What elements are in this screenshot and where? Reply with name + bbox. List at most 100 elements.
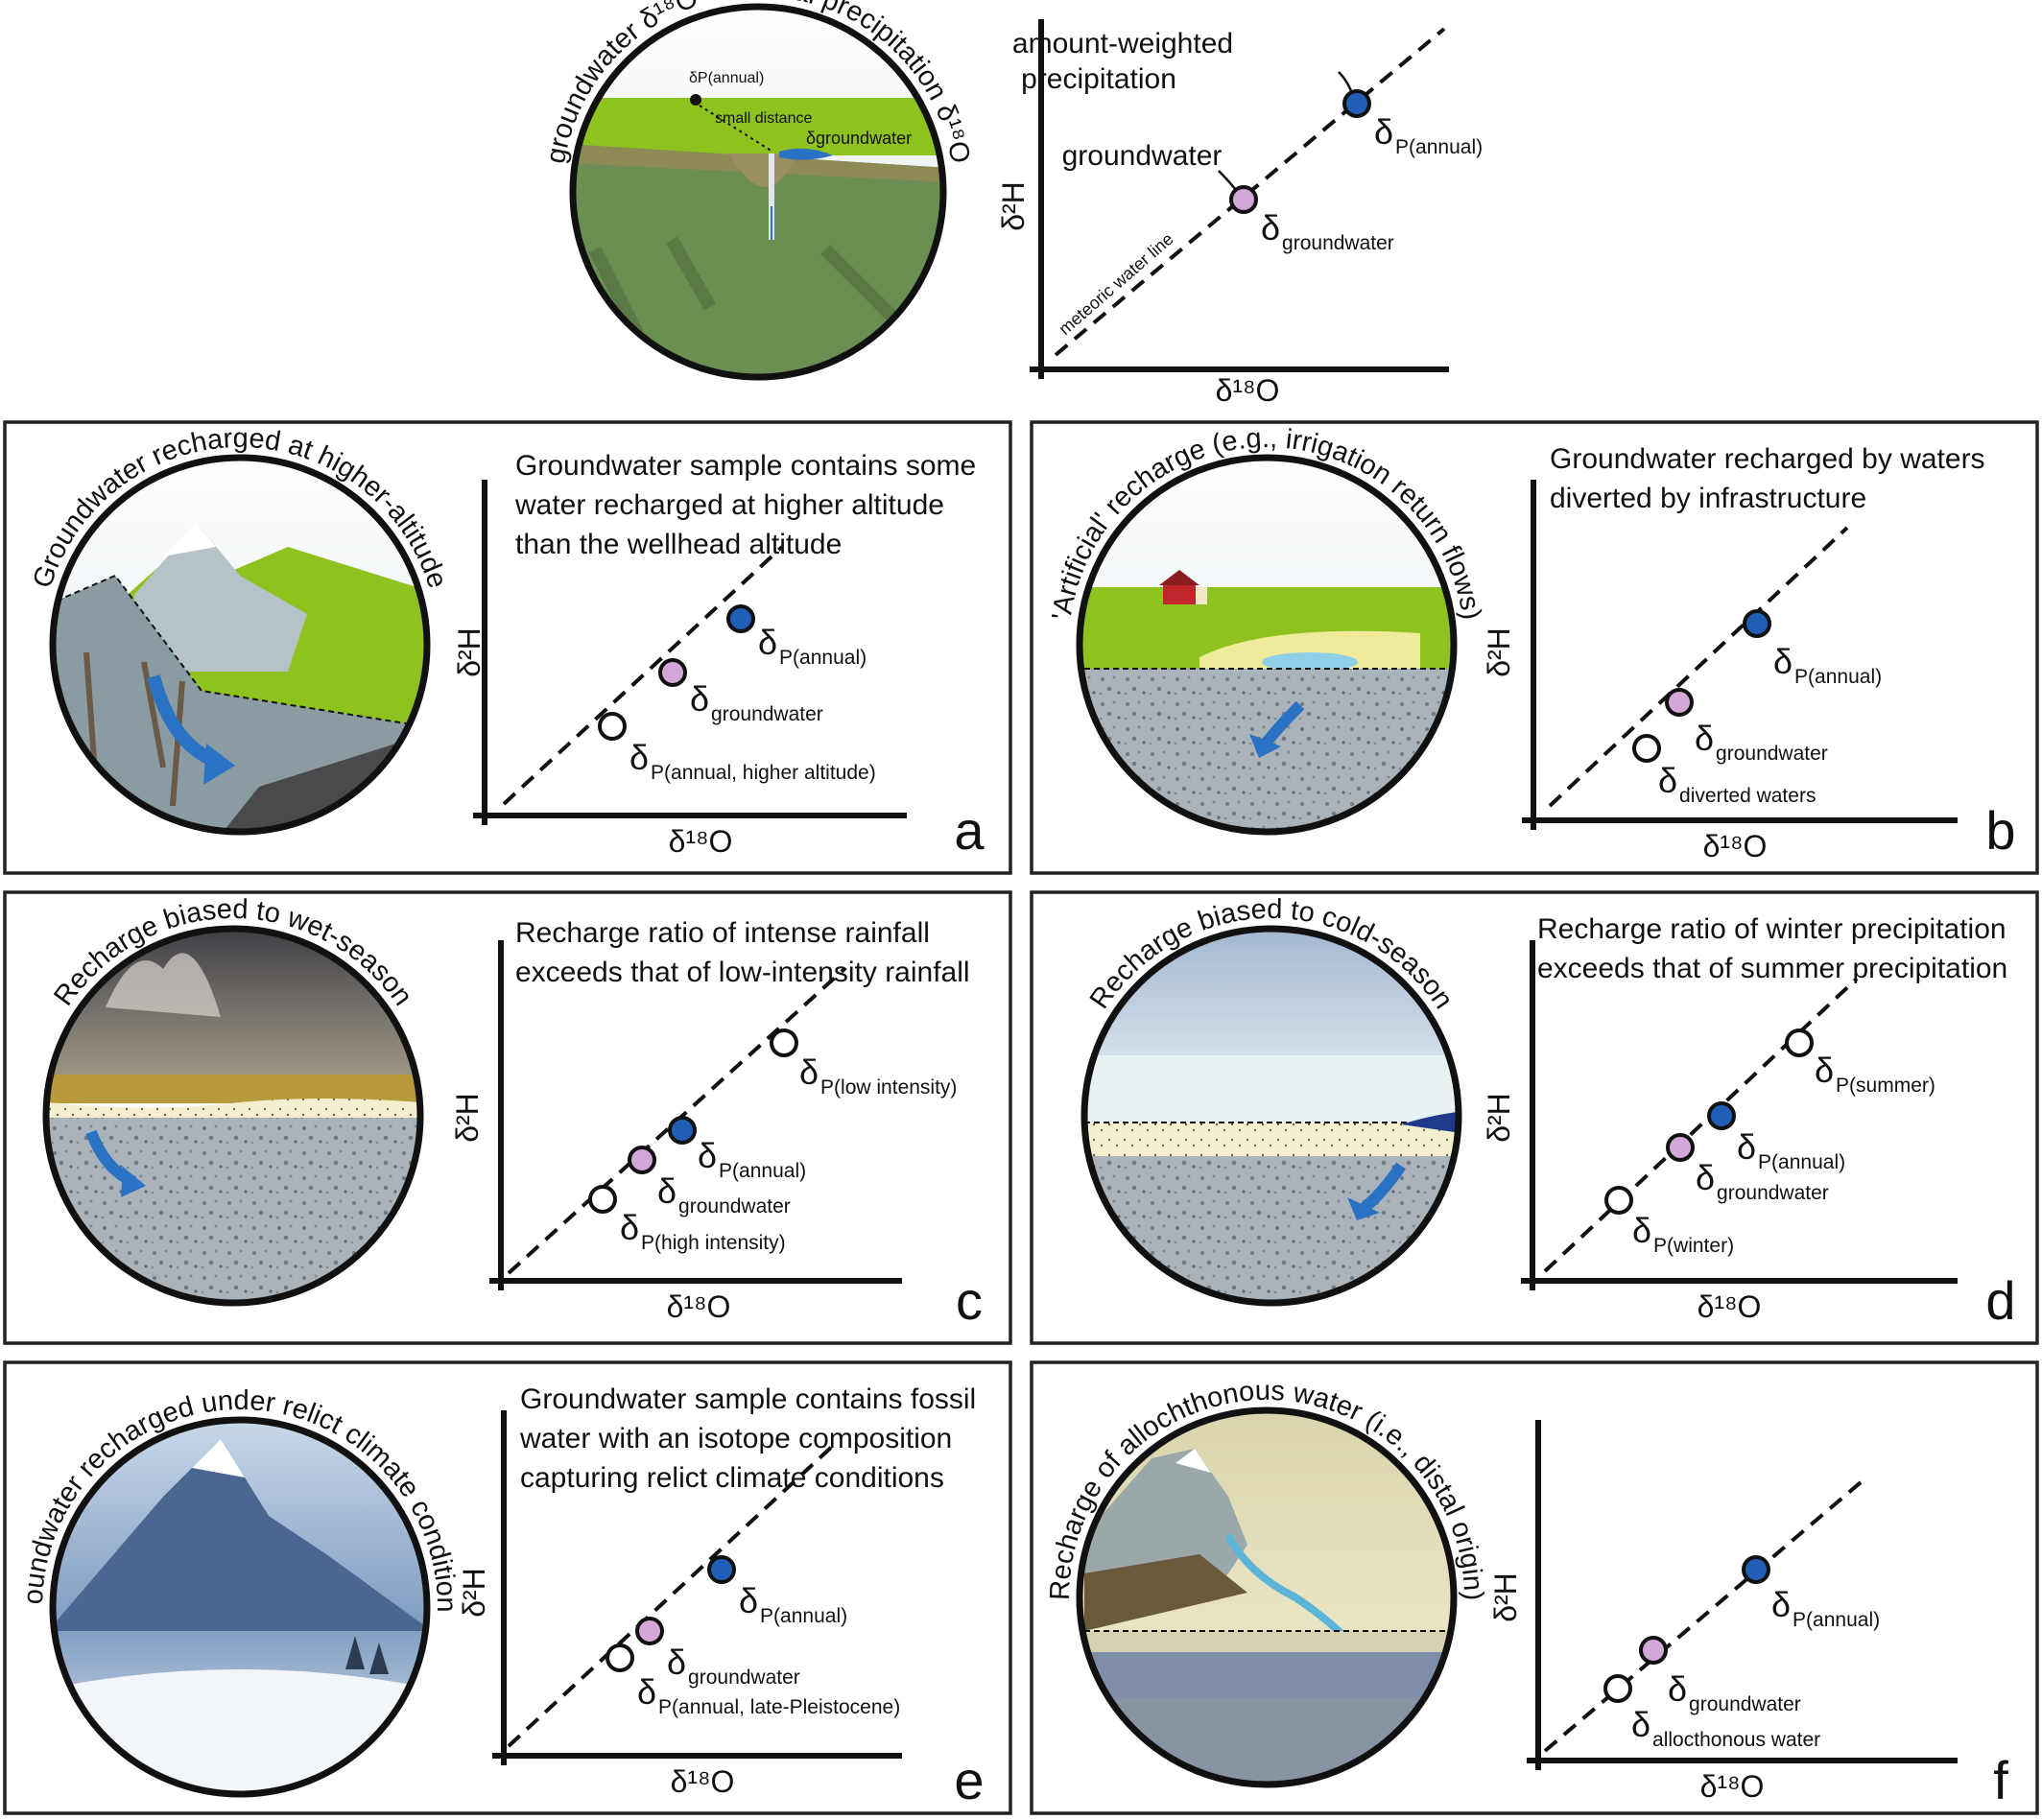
plot-b-desc-line: Groundwater recharged by waters: [1550, 443, 1985, 475]
plot-e-point-label: δgroundwater: [667, 1643, 800, 1689]
plot-c-point-label: δgroundwater: [657, 1171, 791, 1217]
plot-a-desc-line: water recharged at higher altitude: [514, 489, 944, 521]
plot-b-point: [1632, 734, 1661, 763]
plot-a-desc-line: than the wellhead altitude: [515, 529, 842, 560]
plot-c-xlabel: δ¹⁸O: [667, 1289, 731, 1324]
plot-c-desc-line: exceeds that of low-intensity rainfall: [515, 957, 970, 988]
plot-e-xlabel: δ¹⁸O: [671, 1764, 735, 1799]
plot-d-point: [1785, 1028, 1814, 1057]
top-panel: δP(annual) small distance δgroundwater g…: [540, 0, 1355, 381]
plot-b-meteoric-water-line: [1548, 526, 1849, 808]
plot-b-xlabel: δ¹⁸O: [1703, 829, 1768, 863]
plot-d-xlabel: δ¹⁸O: [1698, 1289, 1762, 1324]
plot-b-point-label: δgroundwater: [1695, 719, 1828, 765]
top-mwl-label: meteoric water line: [1056, 229, 1177, 339]
plot-top-point-label: δgroundwater: [1261, 208, 1394, 254]
plot-c: δ²H δ¹⁸O Recharge ratio of intense rainfal…: [450, 917, 983, 1331]
plot-c-ylabel: δ²H: [450, 1093, 485, 1143]
plot-e-ylabel: δ²H: [457, 1568, 491, 1618]
plot-top-xlabel: δ¹⁸O: [1216, 373, 1280, 408]
plot-d-point: [1666, 1133, 1695, 1162]
plot-e-point: [605, 1643, 634, 1672]
plot-f: δ²H δ¹⁸O f δP(annual) δgroundwaterδallocthon…: [1488, 1420, 2008, 1810]
panel-e-circle-border: [49, 1416, 431, 1798]
plot-top: δ²H δ¹⁸O δP(annual) δgroundwater: [996, 19, 1483, 408]
plot-b-desc-line: diverted by infrastructure: [1550, 483, 1866, 514]
plot-f-point: [1742, 1555, 1770, 1584]
plot-c-point: [668, 1116, 697, 1145]
plot-a-point-label: δP(annual, higher altitude): [629, 738, 876, 784]
panel-b-letter: b: [1985, 800, 2015, 861]
plot-d-point-label: δP(annual): [1737, 1127, 1845, 1173]
plot-f-point-label: δgroundwater: [1668, 1669, 1801, 1715]
panel-d-circle-border: [1080, 925, 1462, 1307]
panel-c-circle-border: [42, 925, 424, 1307]
plot-d-point-label: δP(summer): [1815, 1051, 1935, 1097]
plot-b-point-label: δP(annual): [1773, 642, 1882, 688]
panel-f-letter: f: [1993, 1750, 2008, 1810]
plot-a-point: [598, 712, 627, 741]
panel-a-circle-border: [49, 454, 431, 836]
plot-d: δ²H δ¹⁸O Recharge ratio of winter precipit…: [1482, 913, 2016, 1331]
plot-a-xlabel: δ¹⁸O: [669, 824, 733, 859]
top-illustration: [573, 7, 943, 377]
plot-e-point-label: δP(annual): [739, 1581, 847, 1627]
plot-e-point-label: δP(annual, late-Pleistocene): [637, 1672, 900, 1718]
plot-a-desc-line: Groundwater sample contains some: [515, 450, 976, 482]
plot-a-point-label: δP(annual): [758, 623, 867, 669]
panel-a-illustration: [53, 458, 427, 832]
top-inset-small-distance: small distance: [715, 110, 812, 127]
plot-a: δ²H δ¹⁸O Groundwater sample contains some w…: [452, 450, 985, 861]
panel-f-circle-border: [1076, 1406, 1458, 1788]
plot-b-point: [1743, 609, 1771, 638]
plot-d-point-label: δgroundwater: [1696, 1158, 1829, 1204]
top-inset-gw-label: δgroundwater: [806, 129, 912, 148]
plot-c-point-label: δP(high intensity): [620, 1208, 786, 1254]
top-inset-p-label: δP(annual): [689, 70, 764, 86]
plot-a-meteoric-water-line: [502, 545, 784, 806]
top-callout-precip-line2: precipitation: [1021, 63, 1176, 95]
panel-e-letter: e: [954, 1750, 984, 1810]
plot-e-desc-line: capturing relict climate conditions: [520, 1462, 944, 1494]
plot-f-ylabel: δ²H: [1488, 1572, 1523, 1622]
plot-a-point-label: δgroundwater: [690, 679, 823, 725]
plot-f-xlabel: δ¹⁸O: [1700, 1769, 1765, 1804]
top-callout-gw: groundwater: [1062, 140, 1223, 172]
plot-top-point-label: δP(annual): [1374, 112, 1483, 158]
plot-a-point: [726, 604, 755, 633]
top-callout-precip-line1: amount-weighted: [1012, 28, 1233, 59]
plot-top-point: [1229, 185, 1258, 214]
plot-d-meteoric-water-line: [1543, 977, 1859, 1273]
plot-e-point: [707, 1555, 736, 1584]
plot-f-point-label: δallocthonous water: [1631, 1705, 1820, 1751]
panel-a-letter: a: [954, 800, 985, 861]
plot-d-point: [1604, 1186, 1633, 1215]
panel-c-letter: c: [956, 1270, 983, 1331]
plot-b-point: [1665, 688, 1694, 717]
plot-f-meteoric-water-line: [1543, 1476, 1868, 1753]
plot-b-point-label: δdiverted waters: [1658, 761, 1816, 807]
plot-b-ylabel: δ²H: [1482, 627, 1516, 677]
top-circle-border: [569, 3, 947, 381]
isotope-plots: δ²Hδ¹⁸OδP(annual)δgroundwaterδ²Hδ¹⁸OGrou…: [450, 19, 2016, 1810]
plot-c-point: [588, 1185, 617, 1214]
plot-d-ylabel: δ²H: [1482, 1093, 1516, 1143]
plot-d-desc-line: Recharge ratio of winter precipitation: [1537, 913, 2006, 945]
top-callout-gw-leader: [1218, 170, 1237, 191]
panel-d-letter: d: [1985, 1270, 2015, 1331]
plot-top-point: [1342, 89, 1371, 118]
plot-d-point: [1707, 1101, 1736, 1130]
plot-b: δ²H δ¹⁸O Groundwater recharged by waters di…: [1482, 443, 2016, 863]
plot-a-point: [658, 658, 687, 687]
plot-c-point: [770, 1028, 798, 1057]
plot-e-desc-line: water with an isotope composition: [519, 1423, 952, 1454]
plot-a-ylabel: δ²H: [452, 627, 487, 677]
plot-f-point-label: δP(annual): [1771, 1585, 1880, 1631]
plot-c-point-label: δP(annual): [698, 1136, 806, 1182]
panel-b-illustration: [1080, 458, 1454, 832]
plot-c-point-label: δP(low intensity): [799, 1052, 957, 1099]
plot-e-desc-line: Groundwater sample contains fossil: [520, 1383, 976, 1415]
plot-e-point: [635, 1617, 664, 1645]
plot-e: δ²H δ¹⁸O Groundwater sample contains fossi…: [457, 1383, 985, 1810]
